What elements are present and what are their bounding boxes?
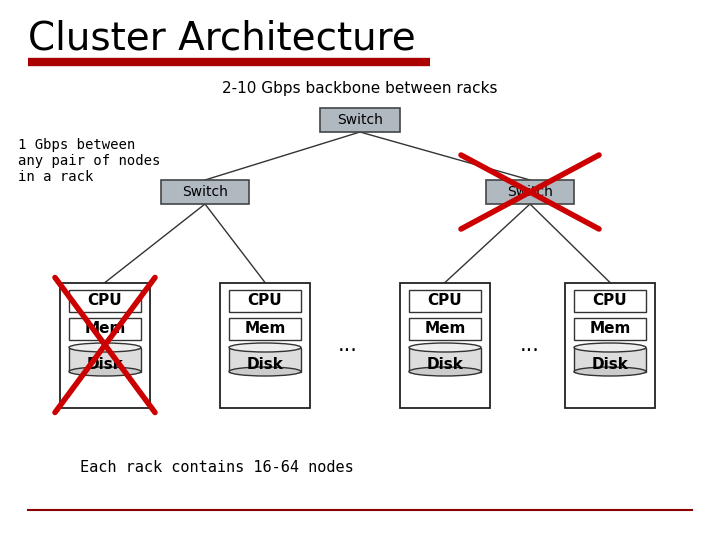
Text: Disk: Disk	[86, 357, 123, 372]
Text: Mem: Mem	[589, 321, 631, 336]
Text: ...: ...	[520, 335, 540, 355]
Text: Mem: Mem	[244, 321, 286, 336]
Bar	[574, 289, 646, 312]
Text: Disk: Disk	[246, 357, 284, 372]
Text: Switch: Switch	[337, 113, 383, 127]
Bar	[220, 282, 310, 408]
Ellipse shape	[574, 367, 646, 376]
Ellipse shape	[409, 367, 481, 376]
Bar	[69, 348, 141, 372]
Text: 2-10 Gbps backbone between racks: 2-10 Gbps backbone between racks	[222, 80, 498, 96]
Bar	[320, 108, 400, 132]
Bar	[409, 289, 481, 312]
Ellipse shape	[69, 343, 141, 352]
Bar	[409, 318, 481, 340]
Ellipse shape	[229, 367, 301, 376]
Text: Switch: Switch	[182, 185, 228, 199]
Bar	[574, 318, 646, 340]
Text: Switch: Switch	[507, 185, 553, 199]
Text: Mem: Mem	[84, 321, 126, 336]
Bar	[486, 180, 574, 204]
Bar	[229, 348, 301, 372]
Ellipse shape	[69, 367, 141, 376]
Text: 1 Gbps between
any pair of nodes
in a rack: 1 Gbps between any pair of nodes in a ra…	[18, 138, 161, 184]
Bar	[400, 282, 490, 408]
Text: Disk: Disk	[426, 357, 464, 372]
Bar	[69, 318, 141, 340]
Text: Each rack contains 16-64 nodes: Each rack contains 16-64 nodes	[80, 461, 354, 476]
Text: ...: ...	[338, 335, 358, 355]
Bar	[574, 348, 646, 372]
Ellipse shape	[409, 343, 481, 352]
Bar	[409, 348, 481, 372]
Text: CPU: CPU	[593, 293, 627, 308]
Text: CPU: CPU	[88, 293, 122, 308]
Bar	[69, 289, 141, 312]
Text: CPU: CPU	[428, 293, 462, 308]
Bar	[229, 318, 301, 340]
Bar	[229, 289, 301, 312]
Bar	[161, 180, 249, 204]
Text: Cluster Architecture: Cluster Architecture	[28, 19, 415, 57]
Ellipse shape	[574, 343, 646, 352]
Text: Mem: Mem	[424, 321, 466, 336]
Ellipse shape	[229, 343, 301, 352]
Text: CPU: CPU	[248, 293, 282, 308]
Bar	[60, 282, 150, 408]
Bar	[565, 282, 655, 408]
Text: Disk: Disk	[592, 357, 629, 372]
